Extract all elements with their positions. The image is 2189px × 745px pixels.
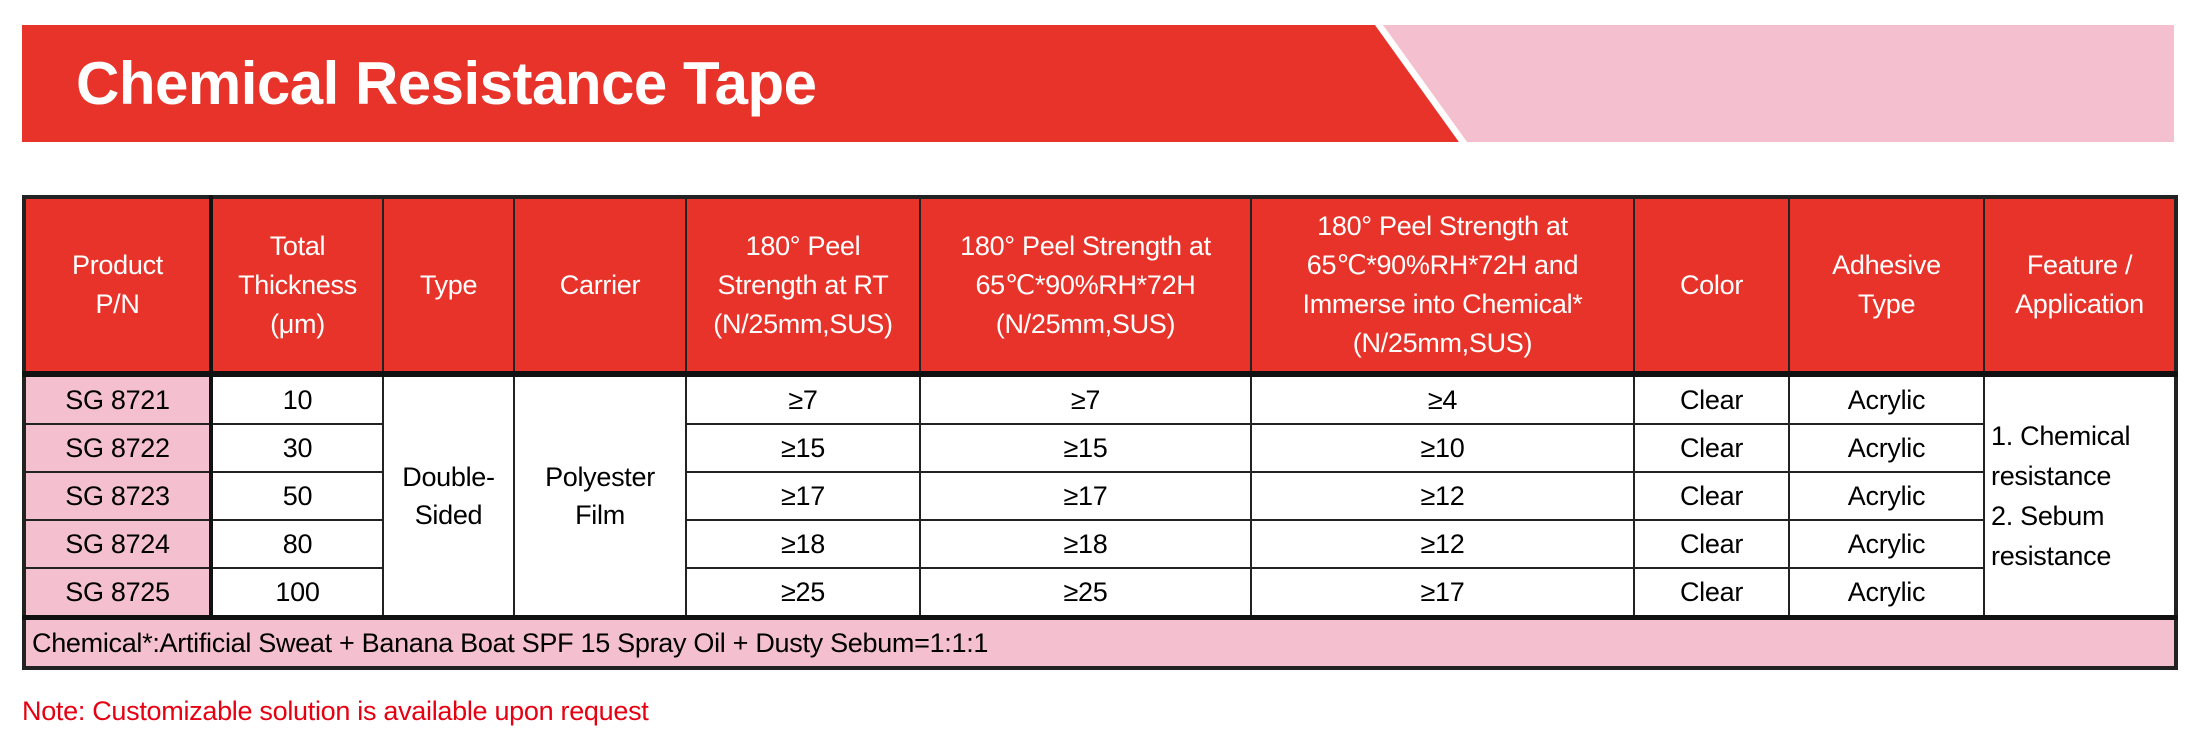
- cell-thickness: 50: [210, 471, 384, 521]
- header-row: Product P/N Total Thickness (μm) Type Carrier 1…: [23, 196, 2177, 377]
- banner-red-band: [22, 25, 1459, 142]
- table-row: SG 8721 10 Double- Sided Polyester Film ≥7 ≥7 ≥4…: [23, 373, 2177, 619]
- cell-peel-65c: ≥25: [919, 567, 1252, 619]
- cell-product-pn: SG 8721: [23, 373, 213, 425]
- cell-product-pn: SG 8723: [23, 471, 213, 521]
- cell-thickness: 80: [210, 519, 384, 569]
- cell-product-pn: SG 8725: [23, 567, 213, 619]
- page-title: Chemical Resistance Tape: [76, 50, 817, 117]
- cell-peel-65c: ≥18: [919, 519, 1252, 569]
- cell-color: Clear: [1633, 471, 1790, 521]
- cell-peel-rt: ≥18: [685, 519, 921, 569]
- spec-table: Product P/N Total Thickness (μm) Type Carrier 1…: [22, 195, 2178, 670]
- cell-color: Clear: [1633, 519, 1790, 569]
- title-banner: Chemical Resistance Tape: [22, 25, 2174, 142]
- cell-peel-chemical: ≥12: [1250, 519, 1635, 569]
- cell-peel-chemical: ≥10: [1250, 423, 1635, 473]
- cell-color: Clear: [1633, 423, 1790, 473]
- cell-thickness: 30: [210, 423, 384, 473]
- footnote-row: Chemical*:Artificial Sweat + Banana Boat…: [23, 615, 2177, 669]
- cell-adhesive-type: Acrylic: [1788, 519, 1985, 569]
- table-row: SG 8723 50 ≥17 ≥17 ≥12 Clear Acrylic: [23, 471, 2176, 521]
- cell-peel-chemical: ≥12: [1250, 471, 1635, 521]
- note-text: Note: Customizable solution is available…: [22, 696, 649, 726]
- cell-thickness: 100: [210, 567, 384, 619]
- header-total-thickness: Total Thickness (μm): [210, 196, 384, 377]
- cell-adhesive-type: Acrylic: [1788, 373, 1985, 425]
- cell-peel-chemical: ≥17: [1250, 567, 1635, 619]
- cell-color: Clear: [1633, 567, 1790, 619]
- cell-peel-rt: ≥7: [685, 373, 921, 425]
- header-carrier: Carrier: [513, 196, 687, 377]
- table-row: SG 8725 100 ≥25 ≥25 ≥17 Clear Acrylic: [23, 567, 2176, 619]
- header-peel-rt: 180° Peel Strength at RT (N/25mm,SUS): [685, 196, 921, 377]
- cell-peel-65c: ≥17: [919, 471, 1252, 521]
- cell-peel-65c: ≥7: [919, 373, 1252, 425]
- cell-peel-rt: ≥15: [685, 423, 921, 473]
- header-type: Type: [382, 196, 515, 377]
- cell-color: Clear: [1633, 373, 1790, 425]
- header-feature-application: Feature / Application: [1983, 196, 2177, 377]
- header-adhesive-type: Adhesive Type: [1788, 196, 1985, 377]
- cell-type: Double- Sided: [382, 373, 515, 619]
- cell-adhesive-type: Acrylic: [1788, 423, 1985, 473]
- header-product-pn: Product P/N: [23, 196, 213, 377]
- header-peel-chemical: 180° Peel Strength at 65℃*90%RH*72H and Im…: [1250, 196, 1635, 377]
- cell-feature: 1. Chemical resistance 2. Sebum resistance: [1983, 373, 2177, 619]
- cell-peel-rt: ≥17: [685, 471, 921, 521]
- header-peel-65c: 180° Peel Strength at 65℃*90%RH*72H (N/25m…: [919, 196, 1252, 377]
- cell-product-pn: SG 8722: [23, 423, 213, 473]
- cell-adhesive-type: Acrylic: [1788, 471, 1985, 521]
- cell-thickness: 10: [210, 373, 384, 425]
- cell-peel-chemical: ≥4: [1250, 373, 1635, 425]
- cell-peel-rt: ≥25: [685, 567, 921, 619]
- footnote-text: Chemical*:Artificial Sweat + Banana Boat…: [23, 615, 2177, 669]
- table-row: SG 8722 30 ≥15 ≥15 ≥10 Clear Acrylic: [23, 423, 2176, 473]
- header-color: Color: [1633, 196, 1790, 377]
- cell-product-pn: SG 8724: [23, 519, 213, 569]
- cell-peel-65c: ≥15: [919, 423, 1252, 473]
- cell-adhesive-type: Acrylic: [1788, 567, 1985, 619]
- cell-carrier: Polyester Film: [513, 373, 687, 619]
- table-row: SG 8724 80 ≥18 ≥18 ≥12 Clear Acrylic: [23, 519, 2176, 569]
